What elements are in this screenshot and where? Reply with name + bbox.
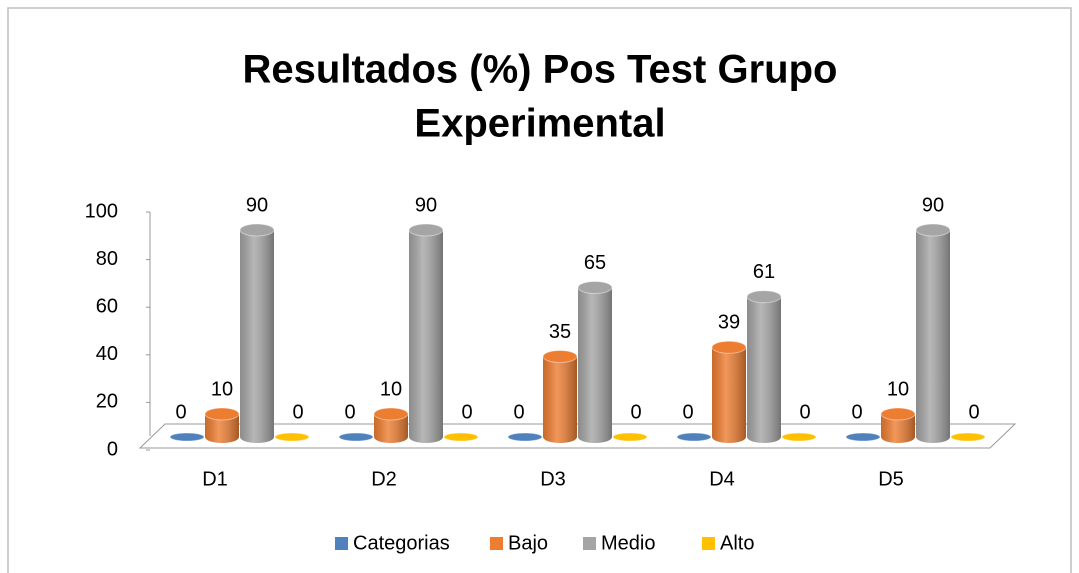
value-label: 0	[292, 401, 303, 423]
bar	[880, 407, 916, 443]
bar-top	[169, 432, 205, 442]
bar	[373, 407, 409, 443]
bar-top	[542, 350, 578, 363]
value-label: 90	[922, 194, 944, 216]
value-label: 65	[584, 252, 606, 274]
value-label: 0	[175, 401, 186, 423]
value-label: 10	[887, 378, 909, 400]
bar	[845, 432, 881, 442]
x-tick-label: D4	[709, 468, 735, 490]
legend-swatch	[702, 537, 715, 550]
value-label: 61	[753, 261, 775, 283]
bar-shade	[409, 230, 443, 443]
bar-top	[373, 407, 409, 421]
value-label: 0	[461, 401, 472, 423]
value-label: 10	[380, 378, 402, 400]
bar	[577, 281, 613, 443]
y-tick-label: 0	[107, 438, 118, 460]
bar	[542, 350, 578, 443]
legend-label: Categorias	[353, 532, 450, 554]
bar-top	[880, 407, 916, 421]
value-label: 0	[682, 401, 693, 423]
bar-shade	[916, 230, 950, 443]
y-tick-label: 40	[96, 343, 118, 365]
value-label: 0	[630, 401, 641, 423]
bar	[746, 290, 782, 443]
bar-shade	[240, 230, 274, 443]
bar	[711, 340, 747, 443]
value-label: 39	[718, 312, 740, 334]
bar-top	[443, 432, 479, 442]
bar-top	[845, 432, 881, 442]
value-label: 0	[344, 401, 355, 423]
chart-title: Experimental	[414, 102, 665, 146]
y-tick-label: 60	[96, 295, 118, 317]
x-tick-label: D2	[371, 468, 397, 490]
value-label: 0	[851, 401, 862, 423]
y-tick-label: 20	[96, 391, 118, 413]
legend-label: Medio	[601, 532, 655, 554]
bar	[507, 432, 543, 442]
bar-shade	[543, 356, 577, 443]
bar-top	[676, 432, 712, 442]
bar-shade	[712, 347, 746, 443]
bar	[408, 223, 444, 443]
value-label: 0	[513, 401, 524, 423]
bar	[204, 407, 240, 443]
bar-top	[338, 432, 374, 442]
x-tick-label: D5	[878, 468, 904, 490]
x-tick-label: D1	[202, 468, 228, 490]
bar-shade	[205, 414, 239, 443]
legend-swatch	[583, 537, 596, 550]
floor	[138, 423, 1017, 449]
chart-title: Resultados (%) Pos Test Grupo	[243, 48, 838, 92]
legend-swatch	[490, 537, 503, 550]
bar-top	[950, 432, 986, 442]
value-label: 90	[415, 194, 437, 216]
bar-shade	[747, 296, 781, 443]
bar-shade	[578, 287, 612, 443]
bar	[443, 432, 479, 442]
x-tick-label: D3	[540, 468, 566, 490]
bar-top	[915, 223, 951, 237]
bar	[169, 432, 205, 442]
y-tick-label: 80	[96, 248, 118, 270]
bar-top	[408, 223, 444, 237]
value-label: 0	[799, 401, 810, 423]
value-label: 90	[246, 194, 268, 216]
bar-top	[507, 432, 543, 442]
value-label: 10	[211, 378, 233, 400]
bar-top	[577, 281, 613, 294]
y-tick-label: 100	[85, 200, 118, 222]
legend-swatch	[335, 537, 348, 550]
bar	[612, 432, 648, 442]
bar	[274, 432, 310, 442]
bar	[338, 432, 374, 442]
bar	[239, 223, 275, 443]
bar-top	[239, 223, 275, 237]
bar-top	[612, 432, 648, 442]
value-label: 35	[549, 321, 571, 343]
bar-top	[746, 290, 782, 304]
chart-frame	[7, 7, 1072, 573]
bar-top	[204, 407, 240, 421]
legend-label: Bajo	[508, 532, 548, 554]
bar	[781, 432, 817, 442]
bar	[915, 223, 951, 443]
bar-shade	[374, 414, 408, 443]
bar-top	[274, 432, 310, 442]
bar	[676, 432, 712, 442]
bar-top	[711, 340, 747, 354]
bar-shade	[881, 414, 915, 443]
bar	[950, 432, 986, 442]
legend-label: Alto	[720, 532, 754, 554]
bar-top	[781, 432, 817, 442]
value-label: 0	[968, 401, 979, 423]
